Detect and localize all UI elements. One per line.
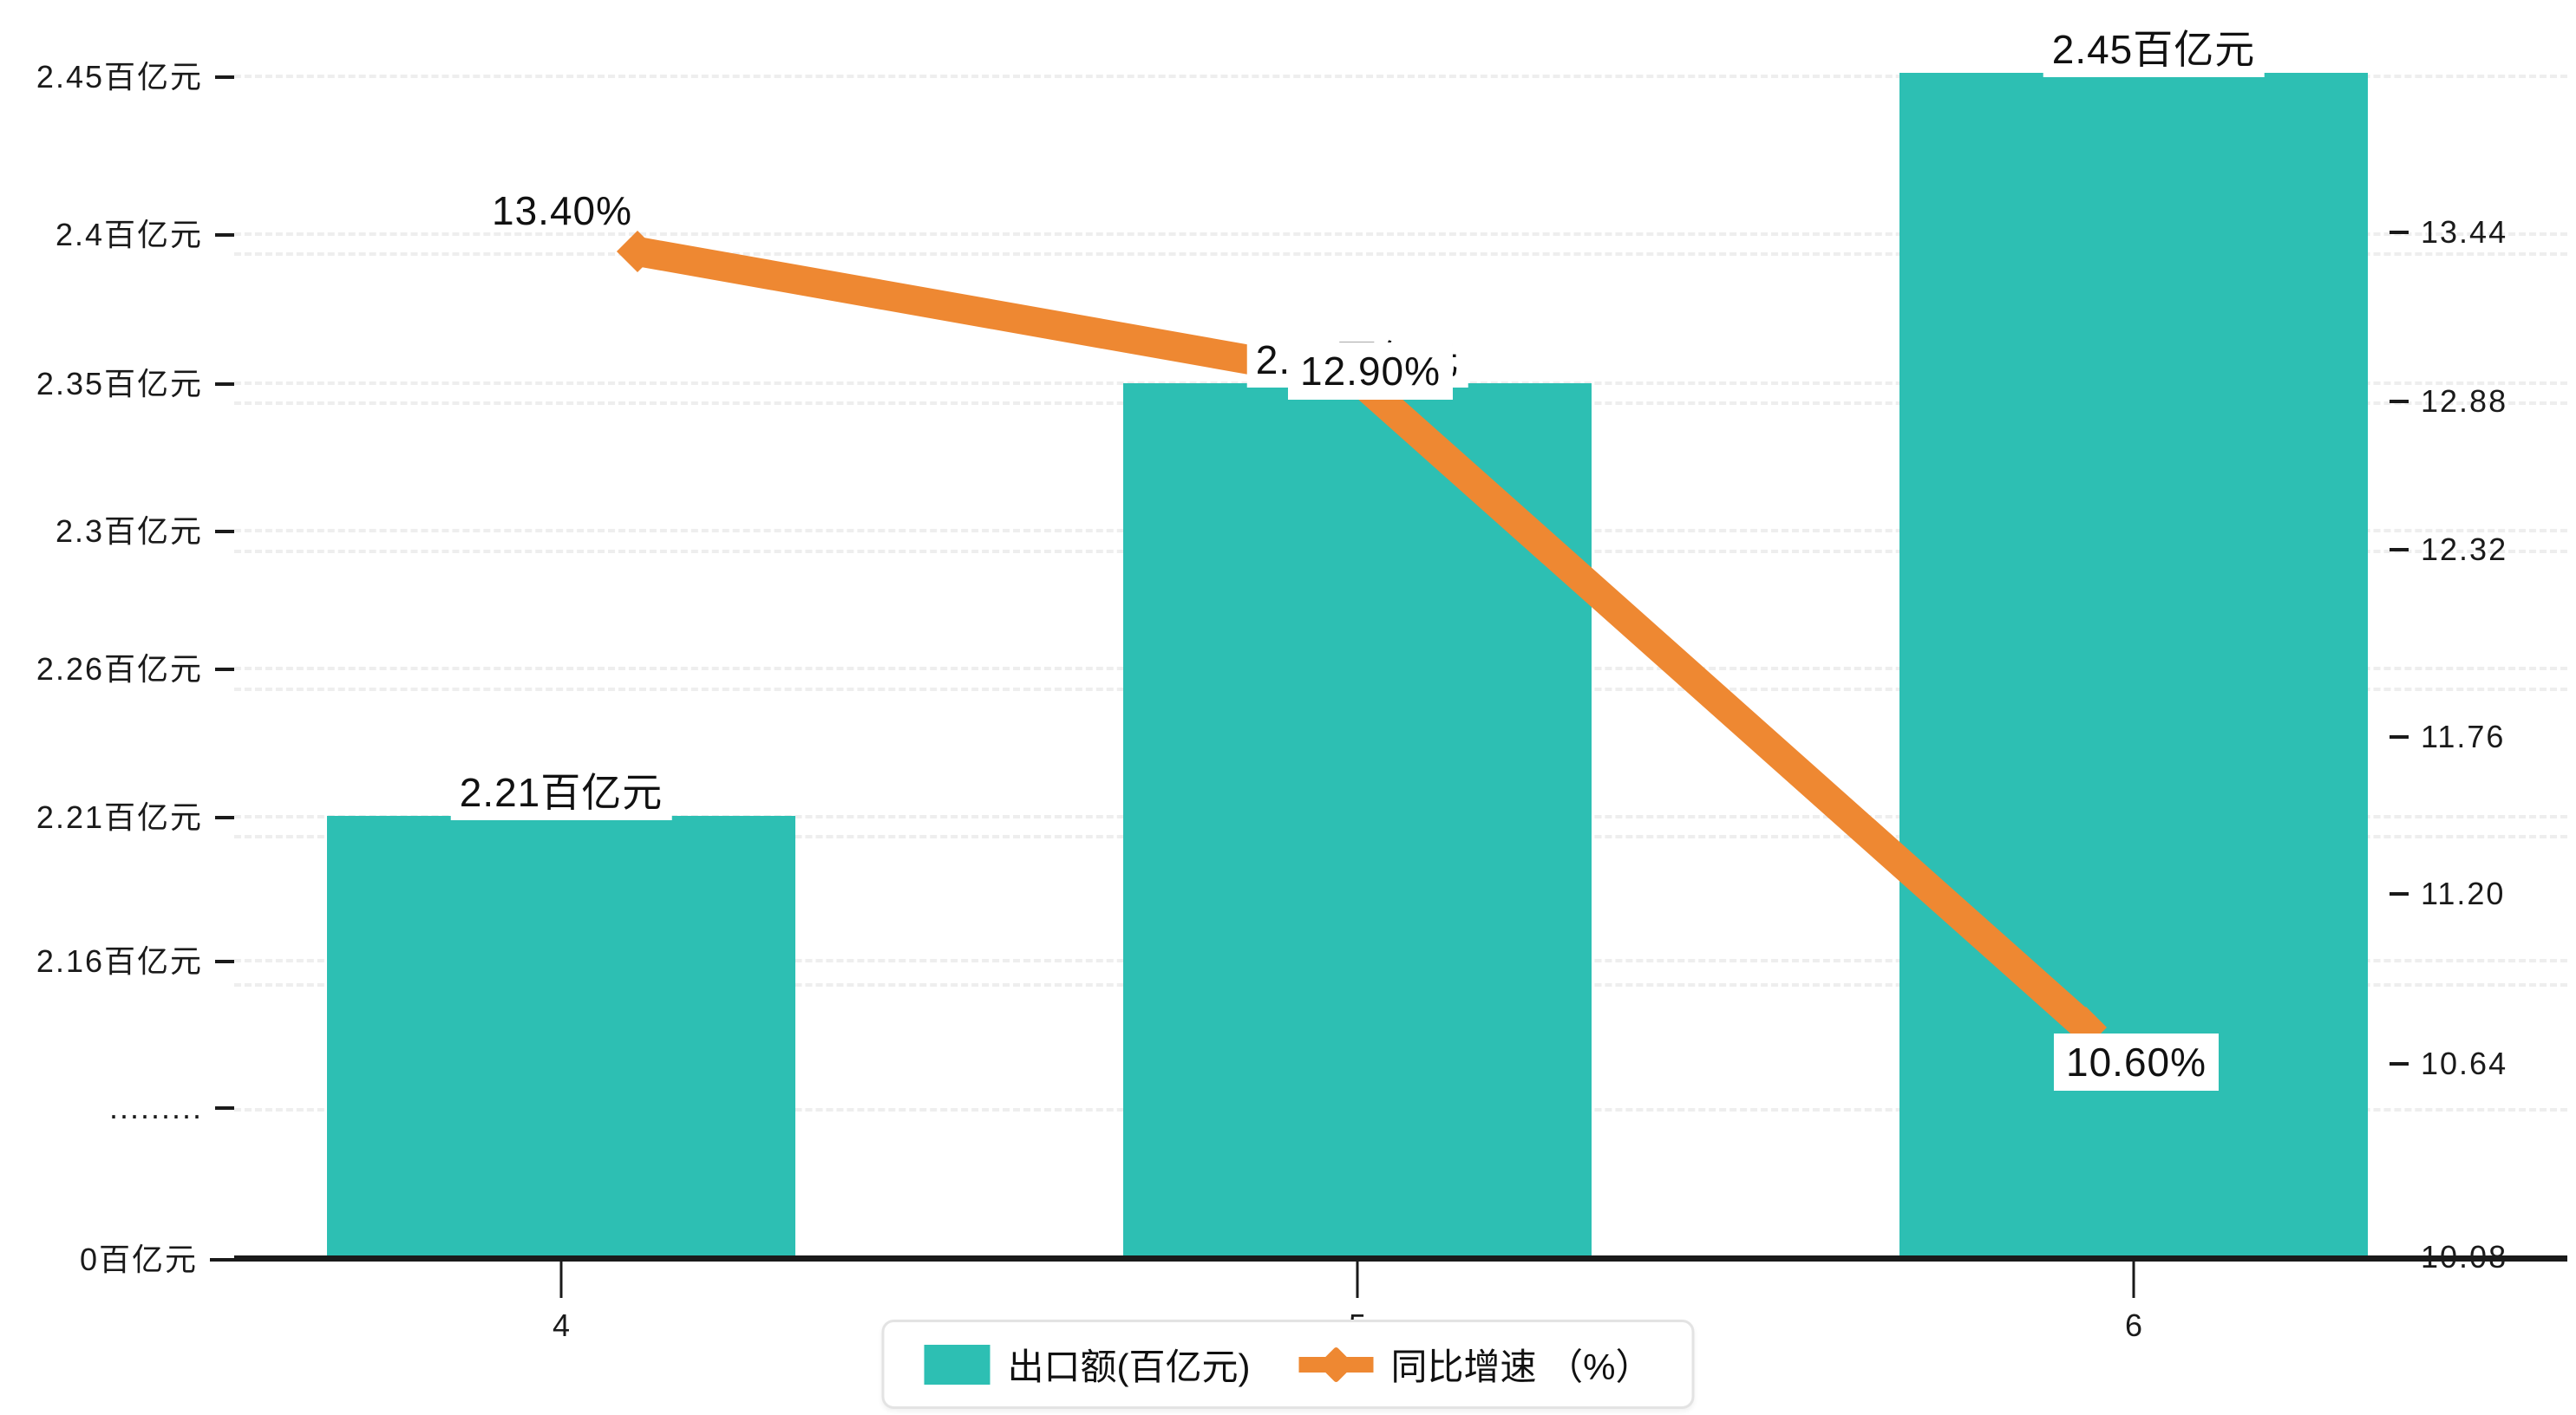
y-axis-right-tick: 12.32 (2390, 531, 2507, 568)
tick-dash-icon (215, 530, 234, 534)
y-axis-left-tick-label: 2.21百亿元 (36, 799, 203, 835)
y-axis-right-tick: 10.64 (2390, 1046, 2507, 1082)
y-axis-break-marker: ......... (108, 1090, 203, 1125)
bar-data-label-6: 2.45百亿元 (2043, 16, 2265, 77)
tick-dash-icon (215, 75, 234, 80)
y-axis-left-tick-label: 2.3百亿元 (55, 513, 203, 549)
x-axis-tick-mark (1356, 1262, 1359, 1298)
tick-dash-icon (210, 1258, 234, 1262)
line-data-label-5: 12.90% (1287, 342, 1454, 400)
y-axis-left-tick: 2.26百亿元 (0, 644, 234, 689)
y-axis-left-tick-label: 2.4百亿元 (55, 217, 203, 252)
tick-dash-icon (215, 960, 234, 964)
tick-dash-icon (2390, 892, 2409, 897)
tick-dash-icon (2390, 548, 2409, 552)
gridline (234, 75, 2567, 78)
legend-item-growth-rate[interactable]: 同比增速 （%） (1298, 1338, 1652, 1391)
chart-legend: 出口额(百亿元) 同比增速 （%） (881, 1320, 1695, 1409)
x-axis-tick-mark (2132, 1262, 2135, 1298)
y-axis-right-tick: 12.88 (2390, 383, 2507, 420)
y-axis-right-tick: 13.44 (2390, 214, 2507, 251)
x-axis-tick-label-4: 4 (552, 1307, 571, 1343)
legend-label-growth-rate: 同比增速 （%） (1390, 1347, 1652, 1387)
legend-item-export-amount[interactable]: 出口额(百亿元) (924, 1338, 1251, 1391)
tick-dash-icon (215, 382, 234, 387)
tick-dash-icon (215, 816, 234, 820)
bar-data-label-4: 2.21百亿元 (450, 760, 672, 820)
legend-line-diamond-swatch-icon (1298, 1345, 1374, 1385)
tick-dash-icon (2390, 1062, 2409, 1066)
x-axis-line (234, 1255, 2567, 1262)
y-axis-left-tick-break: ......... (0, 1090, 234, 1126)
legend-label-export-amount: 出口额(百亿元) (1007, 1347, 1251, 1387)
y-axis-left-tick: 2.3百亿元 (0, 506, 234, 551)
bar-category-4[interactable] (327, 816, 795, 1257)
y-axis-left-tick: 2.45百亿元 (0, 52, 234, 97)
y-axis-right-tick-label: 11.76 (2421, 719, 2506, 754)
y-axis-left-tick-label: 0百亿元 (79, 1242, 198, 1277)
y-axis-left-tick: 2.4百亿元 (0, 210, 234, 255)
x-axis-tick-label-6: 6 (2124, 1307, 2143, 1343)
tick-dash-icon (215, 1106, 234, 1111)
y-axis-right-tick: 11.20 (2390, 876, 2505, 912)
x-axis-tick-mark (559, 1262, 563, 1298)
y-axis-left-tick-label: 2.26百亿元 (36, 651, 203, 687)
y-axis-right-tick-label: 13.44 (2421, 214, 2508, 250)
y-axis-left-tick: 2.16百亿元 (0, 936, 234, 981)
y-axis-left-tick-label: 2.16百亿元 (36, 943, 203, 979)
y-axis-right-tick-label: 12.32 (2421, 531, 2508, 567)
y-axis-right-tick-label: 10.64 (2421, 1046, 2508, 1081)
tick-dash-icon (2390, 400, 2409, 404)
legend-bar-swatch-icon (924, 1344, 991, 1385)
y-axis-left-tick-label: 2.45百亿元 (36, 59, 203, 95)
y-axis-left-tick: 2.21百亿元 (0, 792, 234, 838)
tick-dash-icon (2390, 735, 2409, 740)
y-axis-right-tick: 11.76 (2390, 719, 2505, 755)
y-axis-right-tick-label: 11.20 (2421, 876, 2506, 911)
line-data-label-4: 13.40% (491, 188, 633, 233)
line-data-label-6: 10.60% (2053, 1034, 2220, 1091)
tick-dash-icon (215, 233, 234, 238)
gridline (234, 232, 2567, 236)
y-axis-right-tick-label: 12.88 (2421, 383, 2508, 419)
y-axis-left-tick: 0百亿元 (0, 1235, 234, 1280)
tick-dash-icon (2390, 231, 2409, 235)
y-axis-left-tick-label: 2.35百亿元 (36, 366, 203, 401)
y-axis-left-tick: 2.35百亿元 (0, 359, 234, 404)
bar-category-5[interactable] (1123, 383, 1592, 1257)
tick-dash-icon (215, 668, 234, 672)
